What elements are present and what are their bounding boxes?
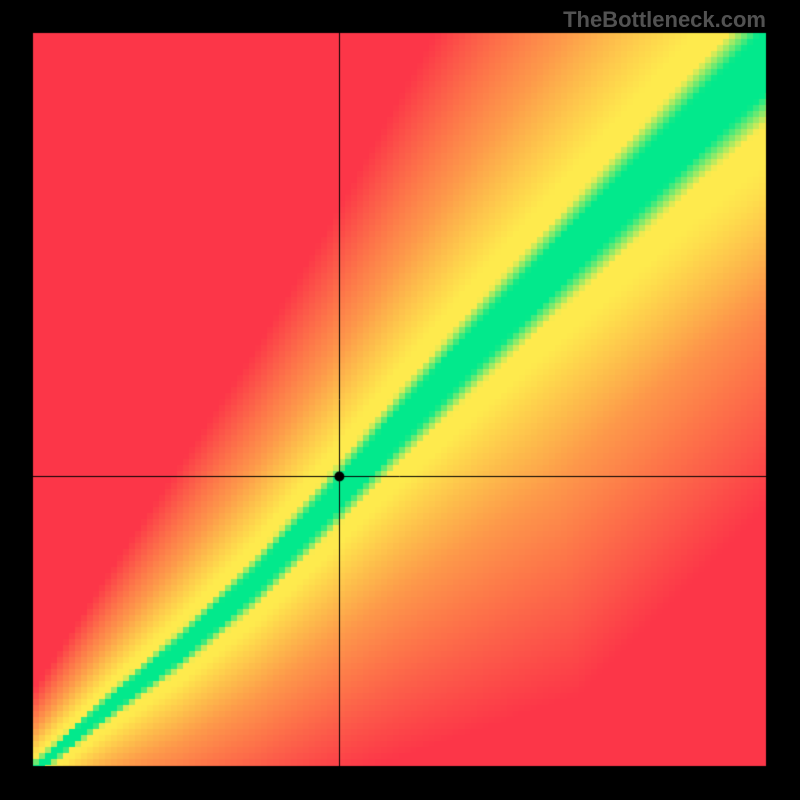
watermark-text: TheBottleneck.com [563, 7, 766, 33]
bottleneck-heatmap [0, 0, 800, 800]
